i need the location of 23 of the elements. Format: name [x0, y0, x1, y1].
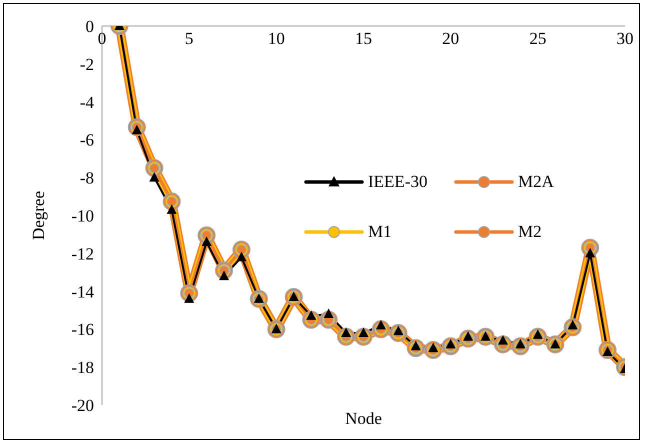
legend-label: M2A: [518, 172, 554, 192]
legend-label: IEEE-30: [368, 172, 428, 192]
y-tick-label: -12: [71, 244, 94, 264]
x-tick-label: 0: [98, 29, 106, 48]
x-axis-title: Node: [344, 409, 383, 429]
y-tick-label: -4: [80, 92, 94, 112]
x-tick-label: 15: [355, 29, 372, 48]
legend-label: M2: [518, 222, 542, 242]
x-tick-label: 25: [529, 29, 546, 48]
x-tick-label: 10: [268, 29, 285, 48]
legend-label: M1: [368, 222, 392, 242]
y-tick-label: -20: [71, 396, 94, 416]
y-axis-title: Degree: [29, 190, 48, 240]
y-tick-label: -14: [71, 282, 94, 302]
y-tick-label: -18: [71, 358, 94, 378]
y-tick-label: -6: [80, 130, 94, 150]
y-tick-label: -16: [71, 320, 94, 340]
x-tick-label: 30: [616, 29, 634, 48]
y-tick-label: -10: [71, 206, 94, 226]
x-tick-label: 5: [184, 29, 194, 48]
x-tick-label: 20: [442, 29, 460, 48]
y-tick-label: -8: [80, 168, 94, 188]
y-tick-label: -2: [80, 54, 94, 74]
